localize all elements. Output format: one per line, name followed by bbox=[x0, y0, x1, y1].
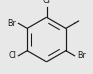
Text: Cl: Cl bbox=[8, 51, 16, 60]
Text: Br: Br bbox=[77, 51, 86, 60]
Text: Br: Br bbox=[7, 19, 16, 28]
Text: Cl: Cl bbox=[43, 0, 50, 5]
